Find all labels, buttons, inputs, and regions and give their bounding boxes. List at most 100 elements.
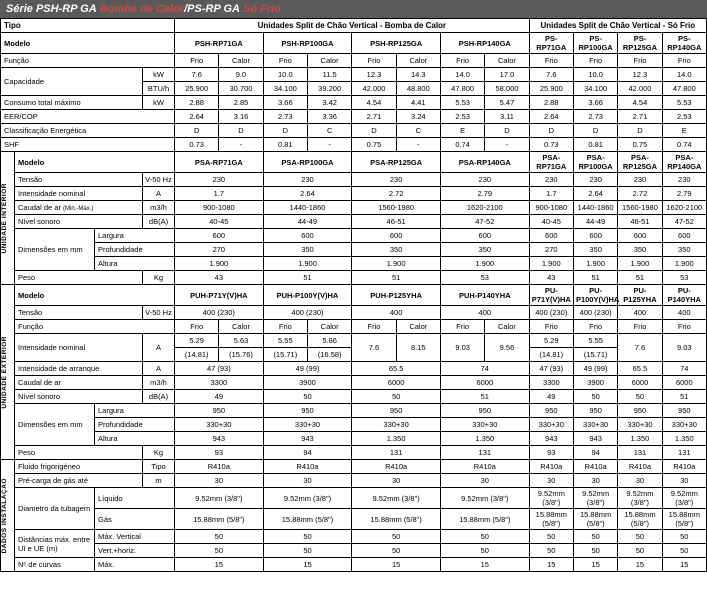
cell: PSA-RP100GA: [263, 152, 352, 173]
cell: 51: [352, 271, 441, 285]
cell: Gás: [95, 509, 175, 530]
cell: 15: [573, 558, 617, 572]
cell: V-50 Hz: [143, 173, 175, 187]
cell: 950: [352, 404, 441, 418]
cell: 2.64: [263, 187, 352, 201]
cell: (15.76): [219, 348, 263, 362]
cell: Caudal de ar (Min.-Máx.): [15, 201, 143, 215]
cell: 950: [618, 404, 662, 418]
cell: PSA-RP125GA: [352, 152, 441, 173]
cell: 2.53: [662, 110, 706, 124]
row-ext-intens-a: Intensidade nominal A 5.295.63 5.555.86 …: [1, 334, 707, 348]
cell: 330+30: [352, 418, 441, 432]
cell: 400: [352, 306, 441, 320]
cell: 30: [618, 474, 662, 488]
cell: 34.100: [263, 82, 307, 96]
cell: Intensidade nominal: [15, 187, 143, 201]
cell: 50: [618, 530, 662, 544]
cell: 9.52mm (3/8"): [175, 488, 264, 509]
cell: 10.0: [263, 68, 307, 82]
cell: 50: [662, 544, 706, 558]
cell: 14.0: [440, 68, 484, 82]
cell: D: [529, 124, 573, 138]
cell: 600: [263, 229, 352, 243]
cell: R410a: [573, 460, 617, 474]
cell: 400 (230): [263, 306, 352, 320]
model-cell: PSH-RP100GA: [263, 33, 352, 54]
cell: Profundidade: [95, 418, 175, 432]
row-int-modelo: UNIDADE INTERIOR Modelo PSA-RP71GAPSA-RP…: [1, 152, 707, 173]
cell: Tipo: [143, 460, 175, 474]
cell: 40-45: [175, 215, 264, 229]
cell: R410a: [662, 460, 706, 474]
cell: 131: [618, 446, 662, 460]
row-ext-caudal: Caudal de ar m3/h 33003900 60006000 3300…: [1, 376, 707, 390]
cell: 46-51: [352, 215, 441, 229]
cell: 93: [175, 446, 264, 460]
cell: dB(A): [143, 390, 175, 404]
cell: 53: [440, 271, 529, 285]
row-funcao: Função FrioCalor FrioCalor FrioCalor Fri…: [1, 54, 707, 68]
row-int-tensao: Tensão V-50 Hz 230230 230230 230230 2302…: [1, 173, 707, 187]
row-gas: Gás 15.88mm (5/8")15.88mm (5/8") 15.88mm…: [1, 509, 707, 530]
cell: 5.53: [440, 96, 484, 110]
cell: Vert.+horiz.: [95, 544, 175, 558]
cell: (16.58): [307, 348, 351, 362]
cell: D: [263, 124, 307, 138]
cell: 15.88mm (5/8"): [440, 509, 529, 530]
cell: 0.75: [618, 138, 662, 152]
row-curvas: Nᵉ de curvas Máx. 1515 1515 1515 1515: [1, 558, 707, 572]
cell: 270: [529, 243, 573, 257]
cell: 3.24: [396, 110, 440, 124]
cell: -: [219, 138, 263, 152]
cell: 950: [263, 404, 352, 418]
cell: A: [143, 187, 175, 201]
cell: 50: [352, 544, 441, 558]
cell: 2.72: [352, 187, 441, 201]
row-ext-tensao: Tensão V-50 Hz 400 (230)400 (230) 400400…: [1, 306, 707, 320]
cell: 330+30: [440, 418, 529, 432]
cell: 7.6: [175, 68, 219, 82]
series2: PS-RP GA: [187, 3, 240, 15]
cell: R410a: [175, 460, 264, 474]
row-precarga: Pré-carga de gás até m 3030 3030 3030 30…: [1, 474, 707, 488]
cell: 15.88mm (5/8"): [263, 509, 352, 530]
cell: 51: [263, 271, 352, 285]
cell: 900-1080: [529, 201, 573, 215]
cell: Frio: [529, 320, 573, 334]
row-int-peso: Peso Kg 4351 5153 4351 5153: [1, 271, 707, 285]
cell: 1560-1980: [352, 201, 441, 215]
cell: 131: [352, 446, 441, 460]
cell: Altura: [95, 257, 175, 271]
cell: (15.71): [573, 348, 617, 362]
cell: 74: [440, 362, 529, 376]
cell: 50: [573, 530, 617, 544]
cell: 9.03: [662, 334, 706, 362]
cell: 1.900: [529, 257, 573, 271]
cell: A: [143, 334, 175, 362]
cell: Tensão: [15, 306, 143, 320]
row-ext-arr: Intensidade de arranque A 47 (93)49 (99)…: [1, 362, 707, 376]
cell: PSA-RP125GA: [618, 152, 662, 173]
cell: 9.52mm (3/8"): [263, 488, 352, 509]
cell: Profundidade: [95, 243, 175, 257]
cell: 2.64: [175, 110, 219, 124]
cell: 400: [618, 306, 662, 320]
cell: 25.900: [529, 82, 573, 96]
cell: 50: [529, 544, 573, 558]
row-consumo: Consumo total máximo kW 2.882.85 3.663.4…: [1, 96, 707, 110]
dados-label: DADOS INSTALAÇÃO: [1, 460, 15, 572]
cell: D: [618, 124, 662, 138]
cell: Nᵉ de curvas: [15, 558, 95, 572]
cell: 5.53: [662, 96, 706, 110]
cell: 5.55: [573, 334, 617, 348]
cell: 14.0: [662, 68, 706, 82]
cell: 50: [175, 544, 264, 558]
row-verthoriz: Vert.+horiz. 5050 5050 5050 5050: [1, 544, 707, 558]
cell: 230: [618, 173, 662, 187]
cell: EER/COP: [1, 110, 175, 124]
cell: 330+30: [263, 418, 352, 432]
cell: 7.6: [618, 334, 662, 362]
row-modelo: Modelo PSH-RP71GA PSH-RP100GA PSH-RP125G…: [1, 33, 707, 54]
cell: 7.6: [352, 334, 396, 362]
